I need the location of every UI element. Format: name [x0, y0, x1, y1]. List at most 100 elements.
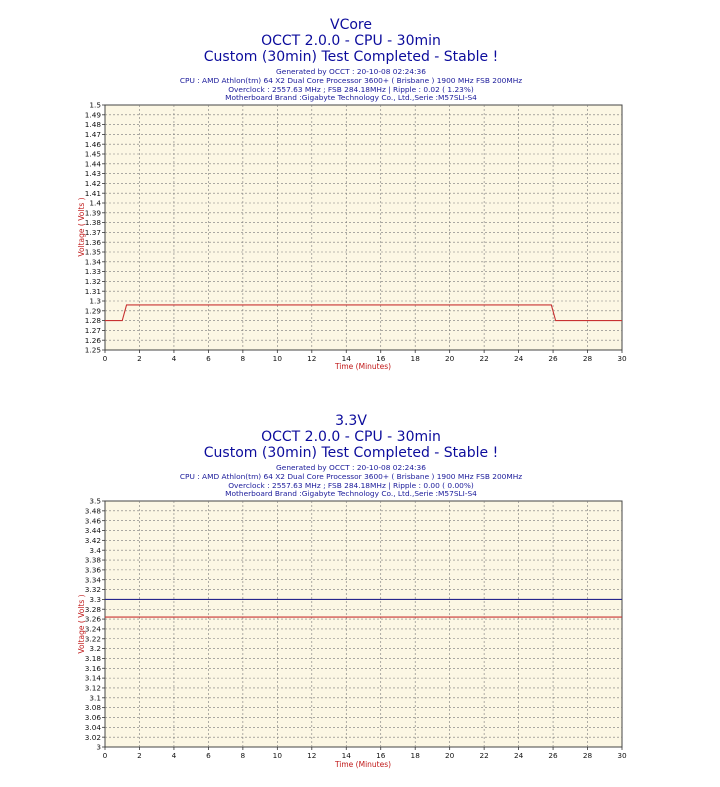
y-tick-label: 1.44: [85, 159, 102, 168]
overclock-info: Overclock : 2557.63 MHz ; FSB 284.18MHz …: [228, 481, 474, 490]
cpu-info: CPU : AMD Athlon(tm) 64 X2 Dual Core Pro…: [180, 76, 522, 85]
y-tick-label: 3.44: [85, 526, 102, 535]
plot-area: [104, 500, 623, 748]
y-tick-label: 3.48: [85, 506, 102, 515]
generated-info: Generated by OCCT : 20-10-08 02:24:36: [276, 67, 426, 76]
overclock-info: Overclock : 2557.63 MHz ; FSB 284.18MHz …: [228, 85, 474, 94]
x-tick-label: 24: [514, 354, 524, 363]
y-tick-label: 3.32: [85, 585, 101, 594]
y-tick-label: 3.16: [85, 664, 102, 673]
y-tick-label: 1.37: [85, 228, 102, 237]
motherboard-info: Motherboard Brand :Gigabyte Technology C…: [225, 93, 477, 102]
cpu-info: CPU : AMD Athlon(tm) 64 X2 Dual Core Pro…: [180, 472, 522, 481]
y-tick-label: 1.49: [85, 110, 102, 119]
x-tick-label: 20: [445, 751, 455, 760]
y-tick-label: 3.12: [85, 684, 101, 693]
chart-title: VCore: [330, 17, 372, 33]
x-tick-label: 20: [445, 354, 455, 363]
chart-subtitle: OCCT 2.0.0 - CPU - 30min: [261, 33, 441, 49]
y-tick-label: 1.42: [85, 179, 101, 188]
x-tick-label: 14: [342, 354, 352, 363]
x-tick-label: 26: [548, 354, 558, 363]
x-tick-label: 16: [376, 354, 386, 363]
chart-status: Custom (30min) Test Completed - Stable !: [204, 49, 498, 65]
x-tick-label: 6: [206, 354, 211, 363]
y-tick-label: 1.4: [89, 199, 101, 208]
y-tick-label: 1.5: [89, 101, 101, 110]
x-tick-label: 22: [479, 354, 488, 363]
y-tick-label: 1.27: [85, 326, 102, 335]
motherboard-info: Motherboard Brand :Gigabyte Technology C…: [225, 489, 477, 498]
y-tick-label: 1.47: [85, 130, 102, 139]
plot-area: [104, 104, 623, 351]
x-tick-label: 0: [103, 751, 108, 760]
y-axis-label: Voltage ( Volts ): [77, 197, 86, 256]
y-tick-label: 3.46: [85, 516, 102, 525]
x-tick-label: 22: [479, 751, 488, 760]
y-tick-label: 3.34: [85, 575, 102, 584]
y-axis-label: Voltage ( Volts ): [77, 594, 86, 653]
y-tick-label: 3.3: [89, 595, 101, 604]
grid: [105, 105, 622, 350]
y-tick-label: 1.3: [89, 297, 101, 306]
y-tick-label: 1.34: [85, 257, 102, 266]
y-tick-label: 1.28: [85, 316, 102, 325]
y-tick-label: 1.48: [85, 120, 102, 129]
x-tick-label: 0: [103, 354, 108, 363]
y-tick-label: 3.26: [85, 615, 102, 624]
y-tick-label: 3.18: [85, 654, 102, 663]
x-tick-label: 8: [241, 354, 246, 363]
x-axis-label: Time (Minutes): [334, 760, 391, 769]
x-tick-label: 4: [172, 354, 177, 363]
x-tick-label: 8: [241, 751, 246, 760]
x-tick-label: 2: [137, 354, 142, 363]
y-tick-label: 1.38: [85, 218, 102, 227]
x-tick-label: 28: [583, 354, 593, 363]
y-tick-label: 3.1: [89, 693, 101, 702]
y-tick-label: 3.28: [85, 605, 102, 614]
y-tick-label: 3.08: [85, 703, 102, 712]
chart-subtitle: OCCT 2.0.0 - CPU - 30min: [261, 429, 441, 445]
x-tick-label: 6: [206, 751, 211, 760]
y-tick-label: 3: [96, 743, 101, 752]
x-axis-label: Time (Minutes): [334, 362, 391, 371]
vcore-chart: VCore OCCT 2.0.0 - CPU - 30min Custom (3…: [77, 17, 627, 371]
x-tick-label: 10: [273, 354, 283, 363]
x-tick-label: 4: [172, 751, 177, 760]
y-tick-label: 1.46: [85, 140, 102, 149]
x-tick-label: 10: [273, 751, 283, 760]
y-tick-label: 3.4: [89, 546, 101, 555]
x-tick-label: 28: [583, 751, 593, 760]
x-tick-label: 30: [617, 751, 627, 760]
x-tick-label: 12: [307, 354, 316, 363]
chart-title: 3.3V: [335, 413, 367, 429]
chart-status: Custom (30min) Test Completed - Stable !: [204, 445, 498, 461]
y-tick-label: 3.22: [85, 634, 101, 643]
grid: [105, 501, 622, 747]
x-tick-label: 18: [411, 354, 421, 363]
x-tick-label: 12: [307, 751, 316, 760]
y-tick-label: 1.31: [85, 287, 101, 296]
series-line-1: [105, 304, 622, 322]
y-tick-label: 3.36: [85, 565, 102, 574]
y-tick-label: 1.33: [85, 267, 102, 276]
x-tick-label: 24: [514, 751, 524, 760]
y-tick-label: 3.24: [85, 625, 102, 634]
y-tick-label: 1.26: [85, 336, 102, 345]
y-tick-label: 3.2: [89, 644, 101, 653]
y-tick-label: 1.35: [85, 248, 101, 257]
y-tick-label: 1.36: [85, 238, 102, 247]
y-tick-label: 1.41: [85, 189, 101, 198]
y-tick-label: 3.06: [85, 713, 102, 722]
y-tick-label: 3.38: [85, 556, 102, 565]
y-tick-label: 3.42: [85, 536, 101, 545]
y-tick-label: 1.39: [85, 208, 102, 217]
x-tick-label: 14: [342, 751, 352, 760]
v33-chart: 3.3V OCCT 2.0.0 - CPU - 30min Custom (30…: [77, 413, 627, 769]
y-tick-label: 1.29: [85, 306, 102, 315]
x-tick-label: 30: [617, 354, 627, 363]
y-tick-label: 1.45: [85, 150, 101, 159]
generated-info: Generated by OCCT : 20-10-08 02:24:36: [276, 463, 426, 472]
x-tick-label: 2: [137, 751, 142, 760]
